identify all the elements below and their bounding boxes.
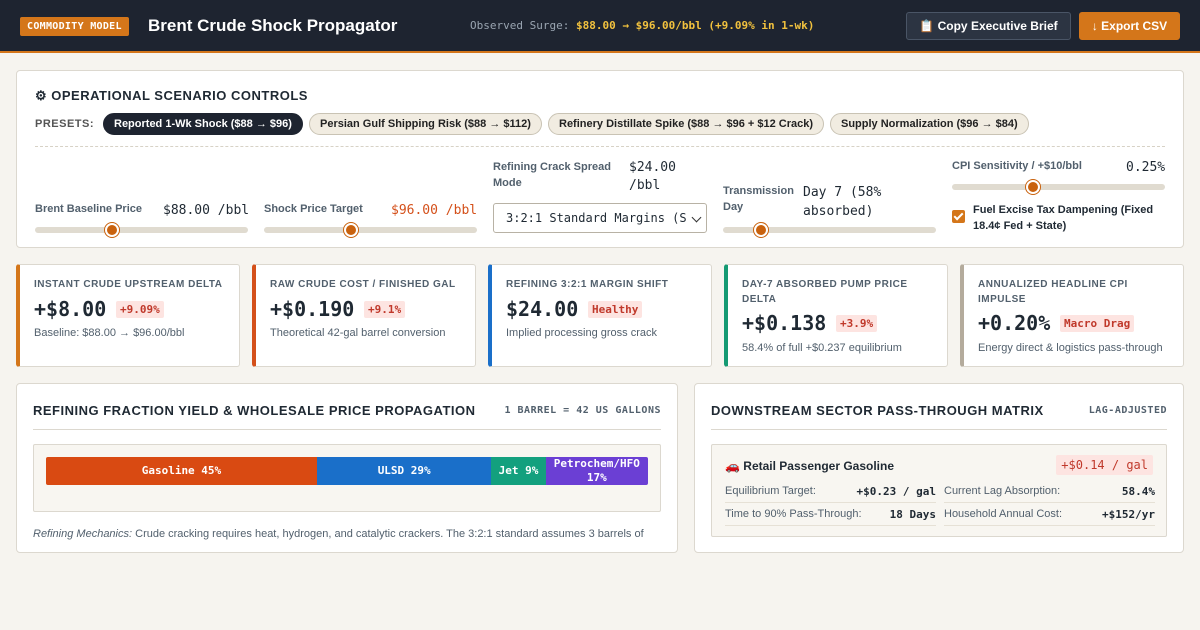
commodity-model-badge: COMMODITY MODEL (20, 17, 129, 36)
kpi-label: INSTANT CRUDE UPSTREAM DELTA (34, 279, 223, 290)
kpi-value: +$0.190 (270, 297, 355, 321)
transmission-day-label: Transmission Day (723, 185, 794, 213)
cpi-sensitivity-value: 0.25% (1126, 160, 1166, 175)
yield-segment-jet[interactable]: Jet 9% (491, 457, 546, 485)
kpi-card-day7-pump-delta: DAY-7 ABSORBED PUMP PRICE DELTA +$0.138 … (724, 264, 948, 367)
surge-value: $88.00 → $96.00/bbl (+9.09% in 1-wk) (575, 19, 815, 32)
baseline-value: $88.00 /bbl (163, 203, 250, 218)
yield-segment-petrochem[interactable]: Petrochem/HFO 17% (545, 457, 648, 485)
preset-refinery-distillate-spike[interactable]: Refinery Distillate Spike ($88 → $96 + $… (548, 113, 825, 135)
yield-divider (33, 429, 661, 430)
matrix-title: DOWNSTREAM SECTOR PASS-THROUGH MATRIX (711, 403, 1044, 418)
preset-supply-normalization[interactable]: Supply Normalization ($96 → $84) (830, 113, 1029, 135)
sector-row-key: Household Annual Cost: (944, 508, 1063, 520)
kpi-value: +$8.00 (34, 297, 107, 321)
kpi-note: 58.4% of full +$0.237 equilibrium (742, 342, 902, 354)
kpi-card-cpi-impulse: ANNUALIZED HEADLINE CPI IMPULSE +0.20% M… (960, 264, 1184, 367)
crack-spread-value: $24.00 /bbl (629, 160, 676, 193)
kpi-note: Baseline: $88.00 → $96.00/bbl (34, 327, 185, 339)
transmission-day-value: Day 7 (58% absorbed) (803, 185, 882, 219)
fuel-excise-tax-label: Fuel Excise Tax Dampening (Fixed 18.4¢ F… (973, 204, 1154, 232)
kpi-label: DAY-7 ABSORBED PUMP PRICE DELTA (742, 279, 908, 305)
cpi-sensitivity-label: CPI Sensitivity / +$10/bbl (952, 160, 1082, 172)
observed-surge: Observed Surge: $88.00 → $96.00/bbl (+9.… (470, 19, 814, 32)
sector-row-value: +$0.23 / gal (856, 485, 936, 498)
preset-reported-1wk-shock[interactable]: Reported 1-Wk Shock ($88 → $96) (103, 113, 303, 135)
transmission-day-slider-thumb[interactable] (754, 223, 769, 237)
crack-spread-label: Refining Crack Spread Mode (493, 161, 611, 189)
sector-card-retail-gasoline: 🚗 Retail Passenger Gasoline +$0.14 / gal… (711, 444, 1167, 537)
kpi-note: Theoretical 42-gal barrel conversion (270, 327, 446, 339)
shock-target-slider[interactable] (264, 223, 477, 237)
baseline-slider-thumb[interactable] (104, 223, 119, 237)
crack-spread-selected: 3:2:1 Standard Margins (S (506, 211, 687, 225)
sector-name: 🚗 Retail Passenger Gasoline (725, 459, 895, 473)
kpi-label: REFINING 3:2:1 MARGIN SHIFT (506, 279, 669, 290)
sector-row: Time to 90% Pass-Through: 18 Days (725, 504, 936, 526)
refining-yield-panel: REFINING FRACTION YIELD & WHOLESALE PRIC… (16, 383, 678, 553)
kpi-change-badge: +9.09% (116, 301, 164, 318)
pass-through-matrix-panel: DOWNSTREAM SECTOR PASS-THROUGH MATRIX LA… (694, 383, 1184, 553)
sector-row-value: 18 Days (889, 508, 936, 521)
preset-persian-gulf-risk[interactable]: Persian Gulf Shipping Risk ($88 → $112) (309, 113, 542, 135)
surge-label: Observed Surge: (470, 19, 570, 32)
lag-adjusted-tag: LAG-ADJUSTED (1088, 405, 1167, 416)
kpi-card-upstream-delta: INSTANT CRUDE UPSTREAM DELTA +$8.00 +9.0… (16, 264, 240, 367)
cpi-sensitivity-slider[interactable] (952, 180, 1165, 194)
shock-target-value: $96.00 /bbl (391, 203, 478, 218)
yield-segment-ulsd[interactable]: ULSD 29% (316, 457, 492, 485)
refining-mechanics-label: Refining Mechanics: (33, 528, 133, 540)
matrix-divider (711, 429, 1167, 430)
kpi-note: Energy direct & logistics pass-through (978, 342, 1163, 354)
sector-delta-badge: +$0.14 / gal (1056, 455, 1153, 475)
app-title: Brent Crude Shock Propagator (148, 16, 398, 35)
kpi-value: $24.00 (506, 297, 579, 321)
controls-divider (35, 146, 1165, 147)
kpi-value: +$0.138 (742, 311, 827, 335)
baseline-label: Brent Baseline Price (35, 203, 142, 215)
transmission-day-slider[interactable] (723, 223, 936, 237)
chevron-down-icon (691, 212, 702, 223)
sector-row: Household Annual Cost: +$152/yr (944, 504, 1155, 526)
shock-target-slider-thumb[interactable] (344, 223, 359, 237)
kpi-note: Implied processing gross crack (506, 327, 658, 339)
scenario-controls-panel: ⚙ OPERATIONAL SCENARIO CONTROLS PRESETS:… (16, 70, 1184, 248)
copy-executive-brief-button[interactable]: 📋 Copy Executive Brief (906, 12, 1071, 40)
sector-row-value: +$152/yr (1102, 508, 1155, 521)
kpi-label: ANNUALIZED HEADLINE CPI IMPULSE (978, 279, 1128, 305)
kpi-label: RAW CRUDE COST / FINISHED GAL (270, 279, 456, 290)
sector-row: Current Lag Absorption: 58.4% (944, 481, 1155, 503)
refining-mechanics-note: Refining Mechanics: Crude cracking requi… (33, 526, 663, 542)
cpi-sensitivity-slider-thumb[interactable] (1025, 180, 1040, 194)
kpi-card-raw-crude-per-gal: RAW CRUDE COST / FINISHED GAL +$0.190 +9… (252, 264, 476, 367)
shock-target-label: Shock Price Target (264, 203, 363, 215)
yield-title: REFINING FRACTION YIELD & WHOLESALE PRIC… (33, 403, 476, 418)
fuel-excise-tax-checkbox[interactable] (952, 210, 965, 223)
baseline-slider[interactable] (35, 223, 248, 237)
export-csv-button[interactable]: ↓ Export CSV (1079, 12, 1180, 40)
kpi-change-badge: +3.9% (836, 315, 878, 332)
presets-label: PRESETS: (35, 118, 95, 130)
yield-unit-tag: 1 BARREL = 42 US GALLONS (504, 405, 661, 416)
kpi-change-badge: +9.1% (364, 301, 406, 318)
crack-spread-select[interactable]: 3:2:1 Standard Margins (S (493, 203, 707, 233)
sector-row-key: Time to 90% Pass-Through: (725, 508, 862, 520)
kpi-value: +0.20% (978, 311, 1051, 335)
controls-title: ⚙ OPERATIONAL SCENARIO CONTROLS (35, 88, 308, 103)
app-header: COMMODITY MODEL Brent Crude Shock Propag… (0, 0, 1200, 53)
yield-bar-container: Gasoline 45% ULSD 29% Jet 9% Petrochem/H… (33, 444, 661, 512)
yield-segment-gasoline[interactable]: Gasoline 45% (46, 457, 317, 485)
kpi-card-margin-shift: REFINING 3:2:1 MARGIN SHIFT $24.00 Healt… (488, 264, 712, 367)
sector-row: Equilibrium Target: +$0.23 / gal (725, 481, 936, 503)
sector-row-value: 58.4% (1121, 485, 1155, 498)
refining-mechanics-text: Crude cracking requires heat, hydrogen, … (135, 528, 644, 540)
kpi-status-badge: Healthy (588, 301, 643, 318)
sector-row-key: Current Lag Absorption: (944, 485, 1061, 497)
sector-row-key: Equilibrium Target: (725, 485, 816, 497)
yield-stacked-bar: Gasoline 45% ULSD 29% Jet 9% Petrochem/H… (46, 457, 648, 485)
kpi-status-badge: Macro Drag (1060, 315, 1135, 332)
